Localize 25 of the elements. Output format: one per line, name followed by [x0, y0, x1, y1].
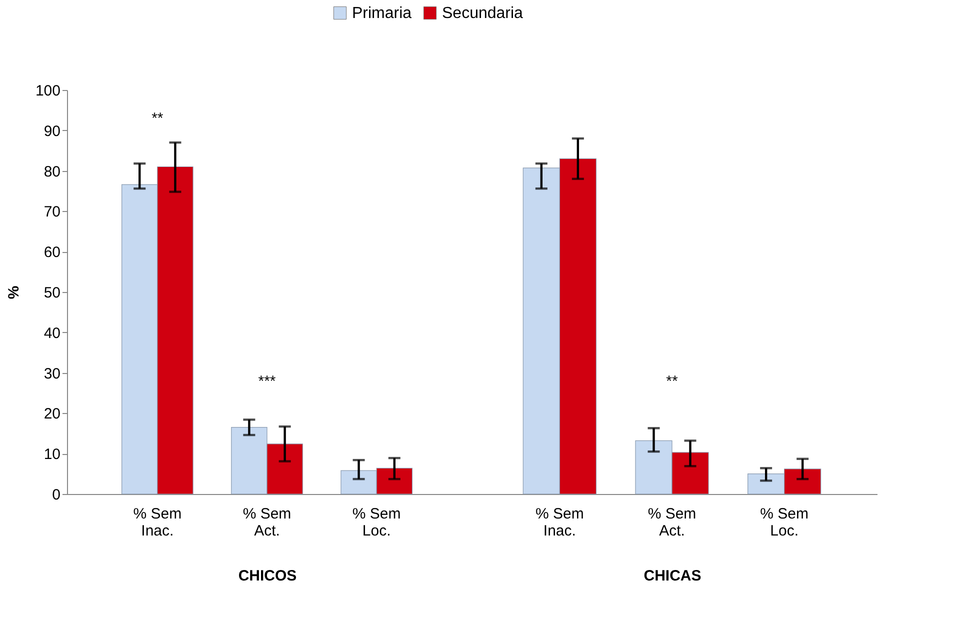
y-tick-label: 30	[44, 365, 60, 382]
y-tick-label: 60	[44, 244, 60, 262]
legend-label: Secundaria	[442, 5, 524, 22]
x-tick-label: % Sem Act.	[242, 506, 292, 540]
legend-label: Primaria	[352, 5, 412, 22]
x-tick-label: % Sem Act.	[648, 506, 696, 540]
y-tick-label: 80	[44, 163, 60, 180]
x-axis-title: CHICOS	[238, 568, 297, 584]
y-tick-label: 50	[44, 284, 60, 302]
x-tick-label: % Sem Loc.	[352, 506, 401, 540]
annotation: ***	[258, 373, 276, 390]
y-tick-label: 70	[44, 204, 60, 221]
x-tick-label: % Sem Loc.	[760, 506, 809, 540]
x-axis-title: CHICAS	[644, 568, 702, 584]
y-tick-label: 10	[44, 446, 60, 464]
x-tick-label: % Sem Inac.	[535, 506, 584, 540]
y-tick-label: 100	[35, 82, 60, 100]
y-tick-label: 40	[44, 324, 60, 342]
annotation: **	[666, 373, 678, 390]
y-axis-title: %	[5, 286, 22, 300]
y-tick-label: 20	[44, 406, 60, 423]
y-tick-label: 90	[44, 122, 60, 140]
x-tick-label: % Sem Inac.	[133, 506, 182, 540]
annotation: **	[152, 110, 164, 127]
y-tick-label: 0	[52, 486, 60, 504]
